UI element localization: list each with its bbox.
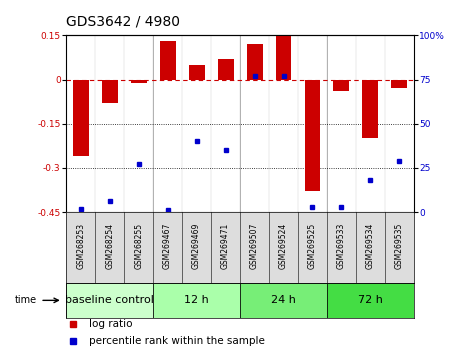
Bar [305, 80, 320, 192]
Text: GSM268253: GSM268253 [76, 223, 85, 269]
Bar [246, 44, 263, 80]
Text: percentile rank within the sample: percentile rank within the sample [89, 336, 265, 346]
Text: GSM269535: GSM269535 [395, 223, 404, 269]
Bar [153, 283, 240, 318]
Text: GSM269534: GSM269534 [366, 223, 375, 269]
Bar [102, 80, 118, 103]
Text: baseline control: baseline control [65, 295, 154, 306]
Bar [240, 283, 327, 318]
Bar [362, 80, 378, 138]
Text: GSM269525: GSM269525 [308, 223, 317, 269]
Text: GSM268254: GSM268254 [105, 223, 114, 269]
Text: GSM269467: GSM269467 [163, 223, 172, 269]
Text: time: time [15, 295, 37, 306]
Bar [160, 41, 175, 80]
Text: 24 h: 24 h [271, 295, 296, 306]
Bar [276, 35, 291, 80]
Text: GSM269507: GSM269507 [250, 223, 259, 269]
Text: 72 h: 72 h [358, 295, 383, 306]
Bar [333, 80, 350, 91]
Text: GSM269533: GSM269533 [337, 223, 346, 269]
Bar [392, 80, 407, 88]
Text: GDS3642 / 4980: GDS3642 / 4980 [66, 14, 180, 28]
Bar [73, 80, 88, 156]
Text: GSM269524: GSM269524 [279, 223, 288, 269]
Text: log ratio: log ratio [89, 319, 132, 329]
Bar [66, 283, 153, 318]
Text: GSM269469: GSM269469 [192, 223, 201, 269]
Text: GSM269471: GSM269471 [221, 223, 230, 269]
Bar [327, 283, 414, 318]
Text: GSM268255: GSM268255 [134, 223, 143, 269]
Bar [218, 59, 234, 80]
Bar [189, 65, 204, 80]
Text: 12 h: 12 h [184, 295, 209, 306]
Bar [131, 80, 147, 82]
